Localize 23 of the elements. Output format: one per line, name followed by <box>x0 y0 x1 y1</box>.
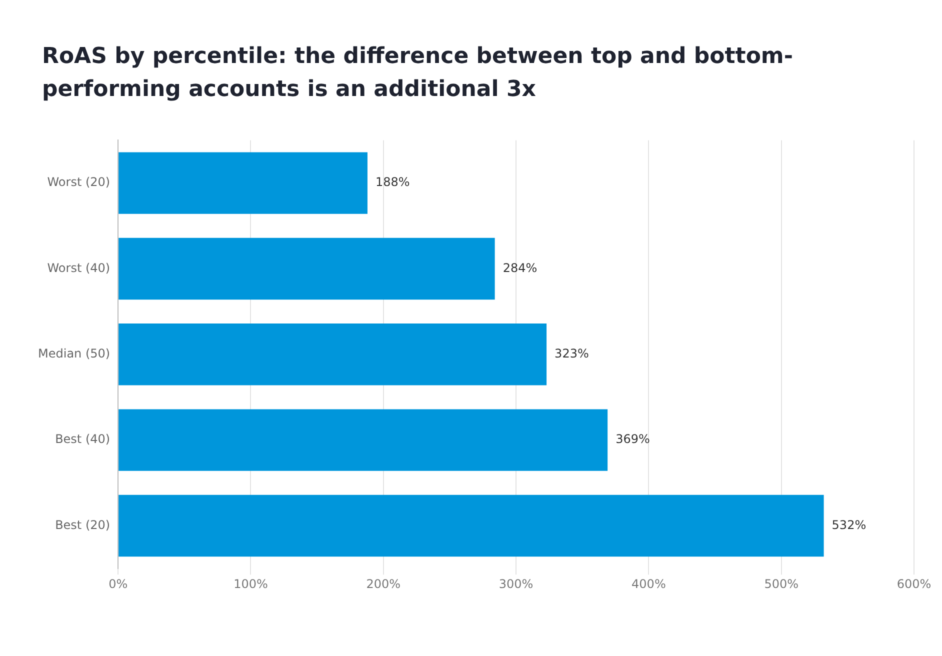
data-label: 532% <box>832 518 866 532</box>
data-label: 284% <box>502 260 538 275</box>
data-label: 323% <box>554 346 589 361</box>
data-label: 188% <box>375 175 410 190</box>
bar <box>118 409 608 471</box>
y-tick-label: Best (40) <box>55 432 110 446</box>
x-tick-label: 500% <box>764 576 799 591</box>
data-label: 369% <box>616 432 650 446</box>
y-tick-label: Median (50) <box>38 346 110 361</box>
y-tick-label: Best (20) <box>55 518 110 532</box>
x-tick-label: 600% <box>896 576 932 591</box>
x-tick-label: 100% <box>234 576 268 591</box>
bar <box>118 324 547 386</box>
x-tick-label: 200% <box>366 576 401 591</box>
x-tick-label: 300% <box>498 576 534 591</box>
x-tick-label: 400% <box>632 576 666 591</box>
y-tick-label: Worst (20) <box>47 175 110 190</box>
bar <box>118 152 368 214</box>
bar <box>118 238 495 300</box>
y-tick-label: Worst (40) <box>47 260 110 275</box>
chart-title: RoAS by percentile: the difference between top and bottom-performing accounts is an additional 3x <box>42 43 794 104</box>
bar <box>118 494 824 557</box>
x-tick-label: 0% <box>108 576 128 591</box>
